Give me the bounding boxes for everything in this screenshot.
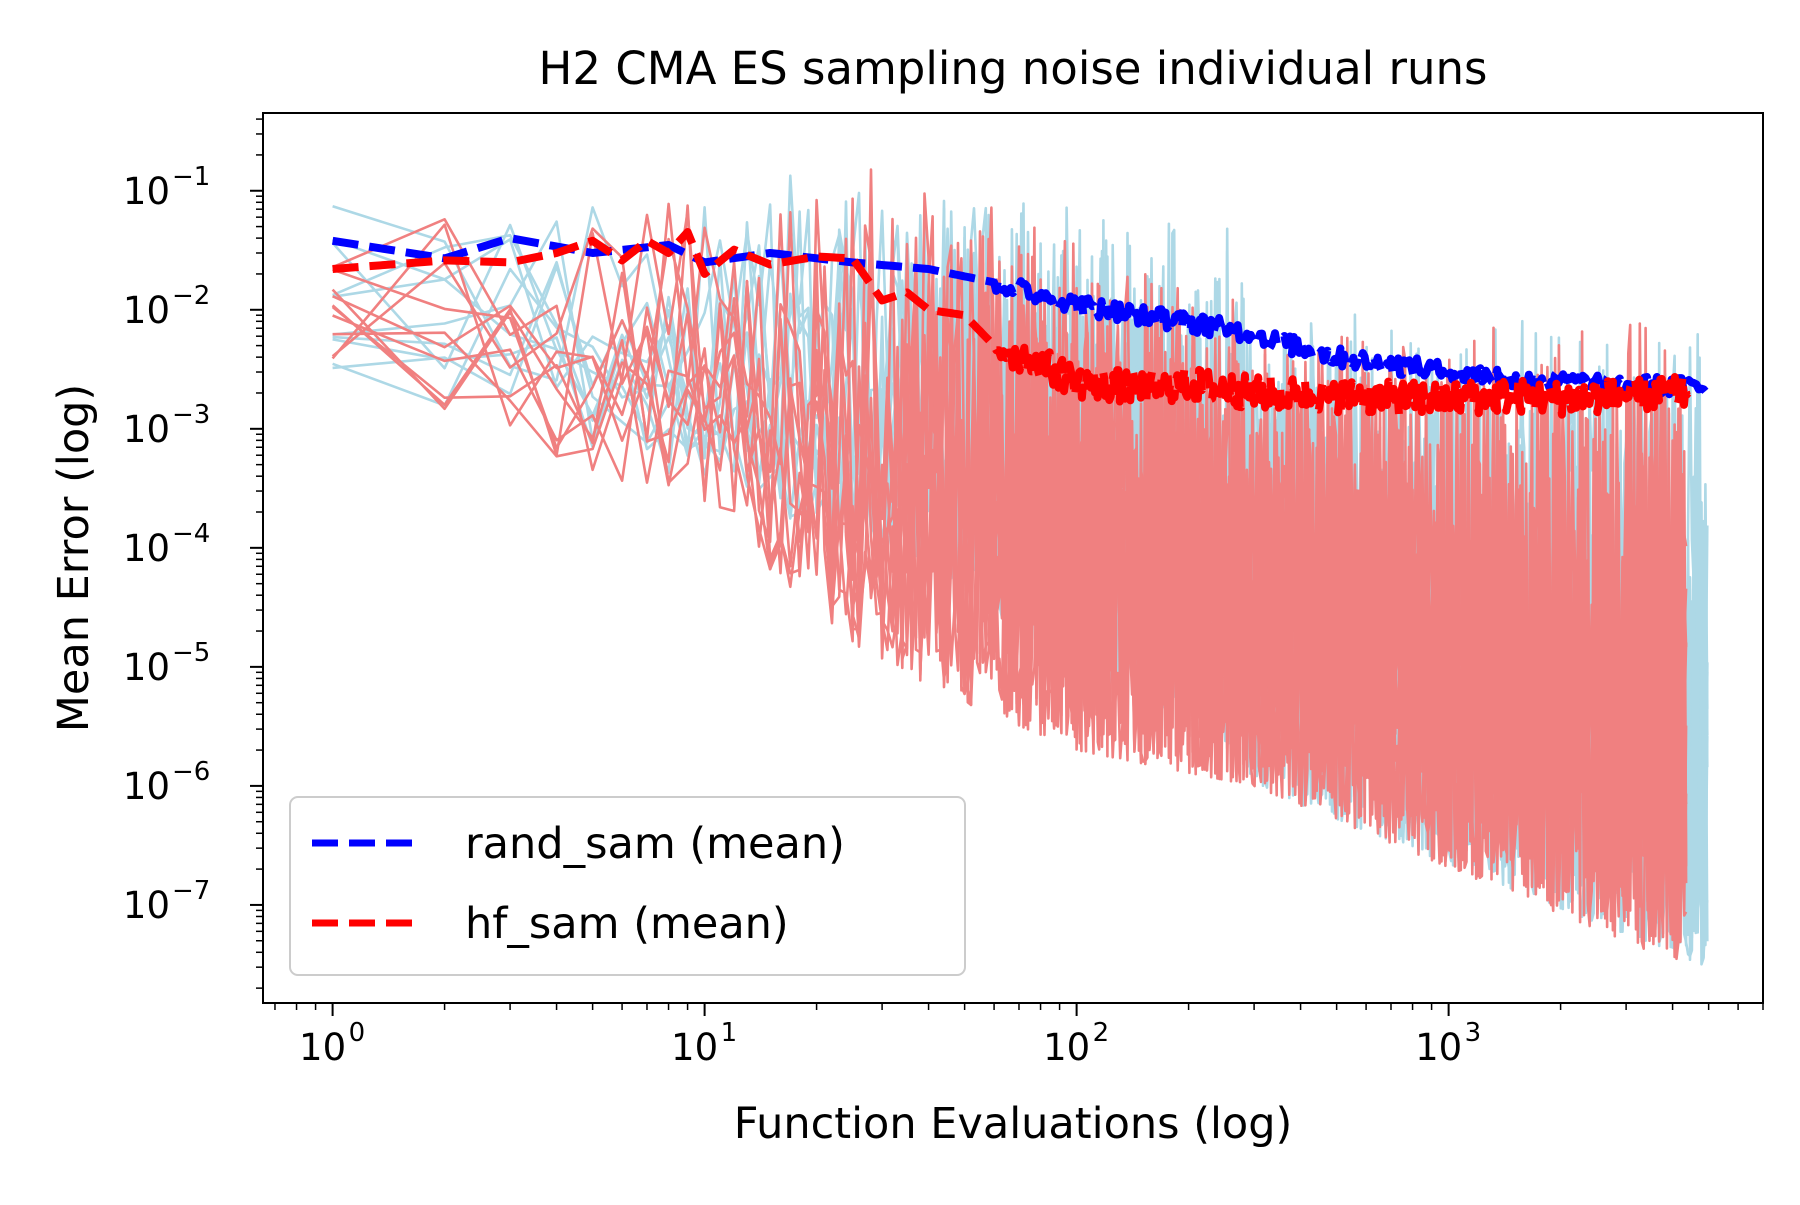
hf-sam-mean-line [332,228,1692,419]
y-tick-label: 10 [123,765,170,808]
y-tick-label: 10 [123,527,170,570]
y-tick-label-exponent: −7 [172,876,210,906]
individual-run-line [332,192,1688,942]
y-tick-label: 10 [123,408,170,451]
y-tick-label: 10 [123,646,170,689]
y-axis-label: Mean Error (log) [49,384,99,732]
y-tick-label-exponent: −1 [172,162,210,192]
individual-run-line [332,197,1688,928]
mean-lines-layer [331,228,1713,419]
legend-label-hf-sam: hf_sam (mean) [465,899,789,949]
y-tick-label: 10 [123,884,170,927]
y-tick-label-exponent: −6 [172,757,210,787]
legend-label-rand-sam: rand_sam (mean) [465,819,845,869]
x-tick-label: 10 [671,1026,718,1069]
y-tick-label-exponent: −4 [172,519,210,549]
x-tick-label-exponent: 3 [1465,1018,1482,1048]
y-tick-label-exponent: −3 [172,400,210,430]
x-tick-label-exponent: 2 [1093,1018,1110,1048]
individual-runs-layer [331,168,1709,966]
legend-box [289,796,966,976]
y-tick-label-exponent: −5 [172,638,210,668]
plot-frame [262,112,1764,1004]
x-tick-label-exponent: 1 [721,1018,738,1048]
y-tick-label: 10 [123,170,170,213]
chart-title: H2 CMA ES sampling noise individual runs [539,42,1488,95]
x-axis: 10 0 10 1 10 2 10 3 [274,1003,1764,1069]
x-tick-label-exponent: 0 [349,1018,366,1048]
x-tick-label: 10 [1043,1026,1090,1069]
x-tick-label: 10 [1415,1026,1462,1069]
rand-sam-mean-line [331,234,1713,399]
y-axis: 10−110−210−310−410−510−610−7 [123,118,263,989]
y-tick-label: 10 [123,289,170,332]
y-tick-label-exponent: −2 [172,281,210,311]
legend: rand_sam (mean) hf_sam (mean) [289,796,966,976]
x-tick-label: 10 [299,1026,346,1069]
x-axis-label: Function Evaluations (log) [734,1099,1293,1149]
